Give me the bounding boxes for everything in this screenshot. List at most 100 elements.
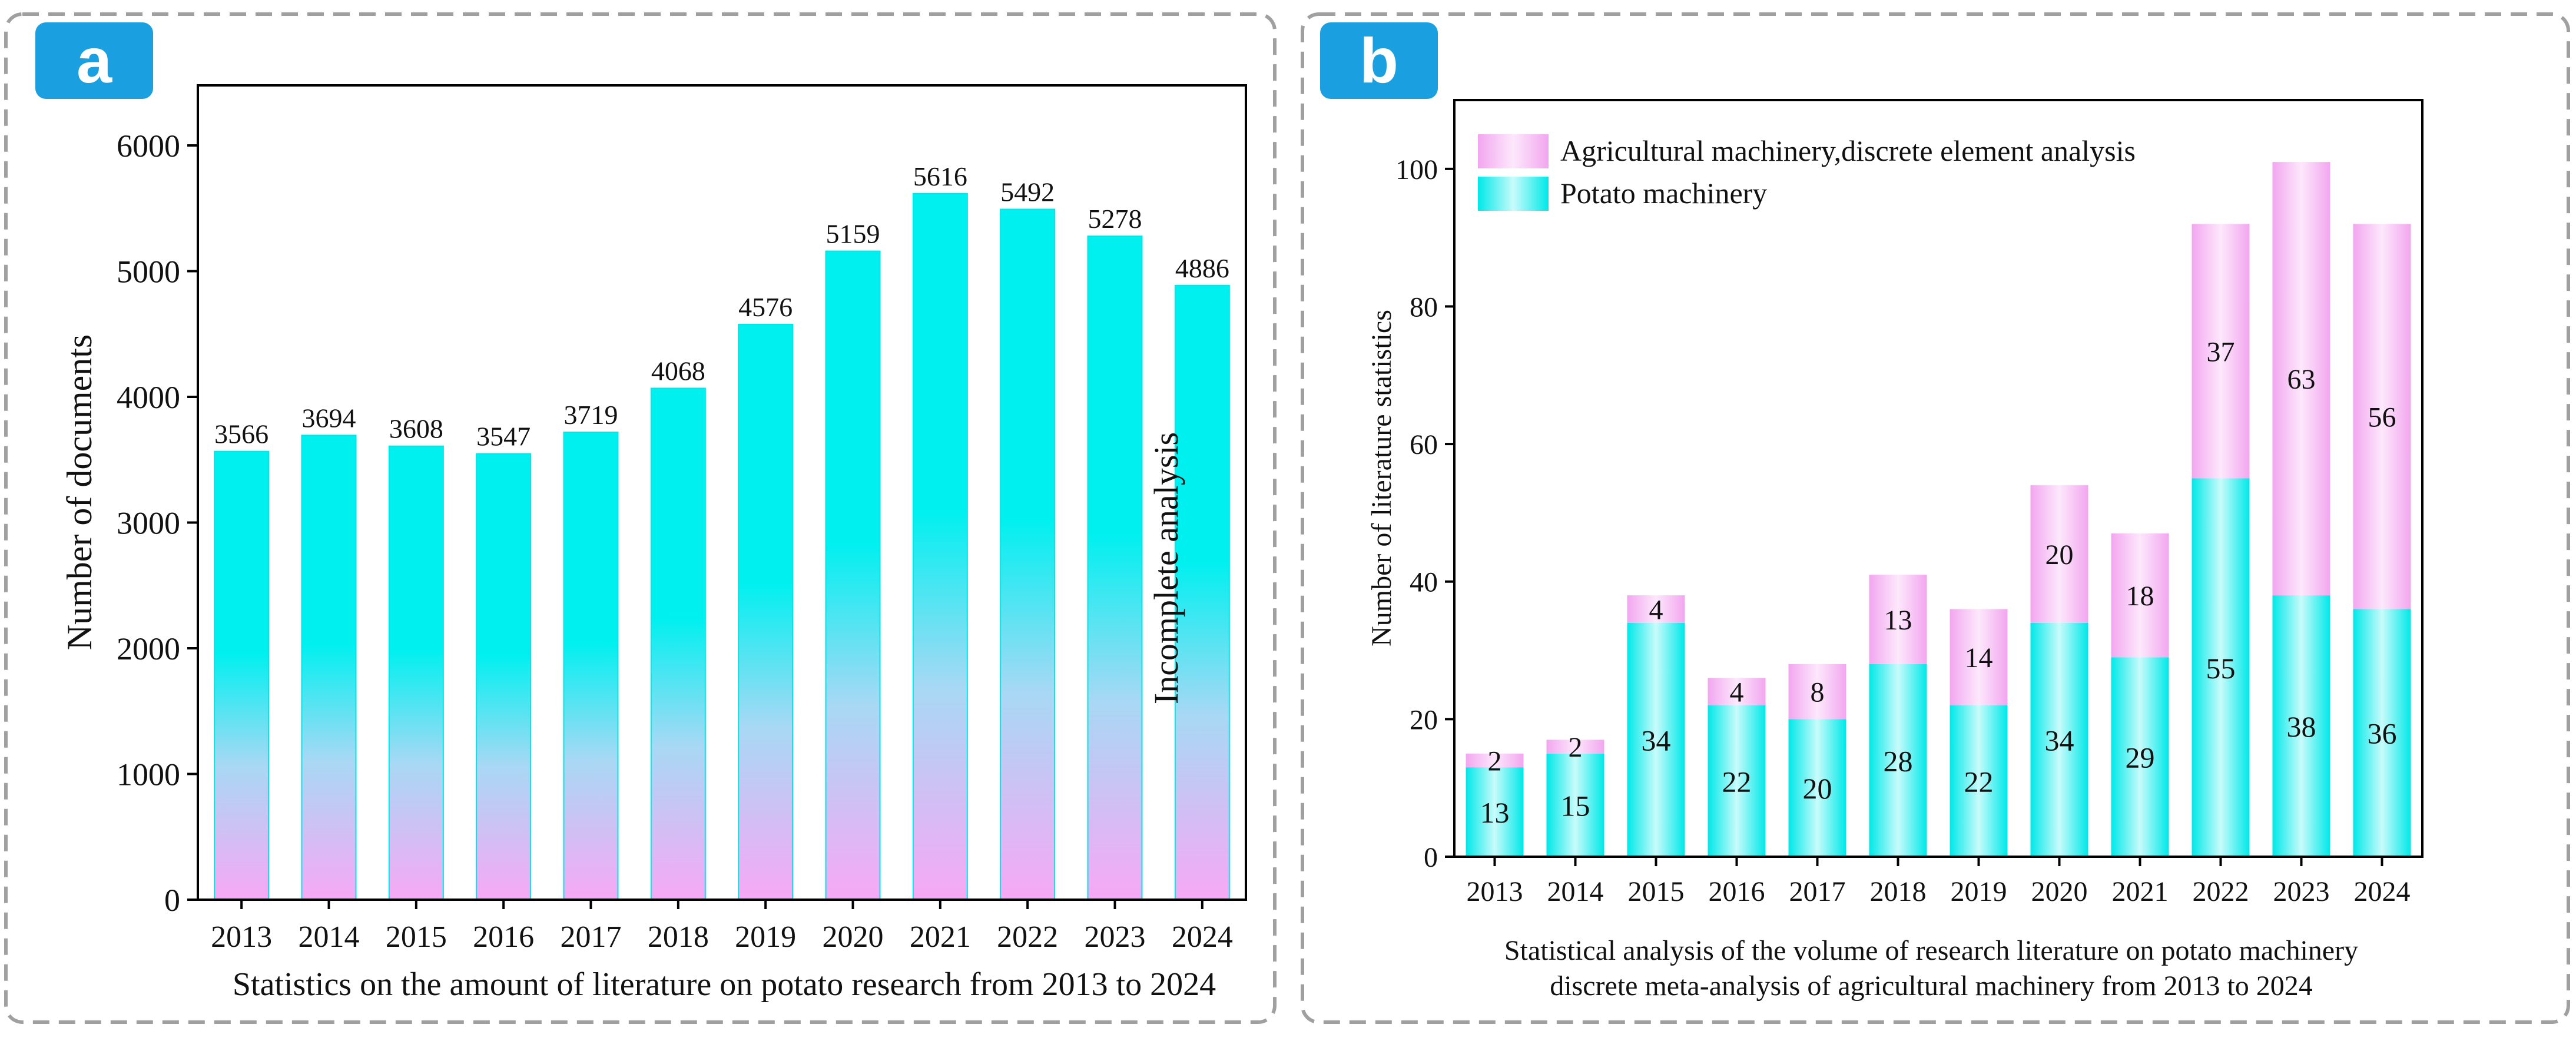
- chart-a-bar-2019: [738, 324, 794, 900]
- panel-a-frame: [4, 12, 1277, 1024]
- chart-b-bar-agri-2017: [1788, 664, 1846, 720]
- chart-a-ytick-label: 2000: [117, 631, 180, 667]
- chart-a-value-label: 5492: [1000, 177, 1055, 207]
- chart-a-frame: [197, 84, 1247, 901]
- chart-a-ylabel: Number of documents: [60, 334, 99, 651]
- chart-a-xtick-label: 2015: [386, 920, 447, 954]
- chart-b-potato-label: 36: [2368, 717, 2397, 750]
- panel-b-frame: [1301, 12, 2570, 1024]
- chart-b-bar-agri-2024: [2353, 224, 2411, 609]
- chart-b-bar-agri-2013: [1466, 753, 1524, 768]
- chart-a-bar-2021: [912, 193, 968, 900]
- chart-b-bar-agri-2020: [2030, 485, 2088, 623]
- legend-swatch-potato: [1478, 177, 1549, 211]
- chart-b-potato-label: 28: [1884, 744, 1913, 777]
- chart-b-bar-agri-2015: [1627, 595, 1685, 623]
- chart-a-annotation: Incomplete analysis: [1147, 432, 1185, 704]
- chart-b-bar-potato-2019: [1950, 705, 2008, 857]
- chart-b-potato-label: 20: [1803, 772, 1832, 805]
- chart-b-agri-label: 20: [2045, 539, 2074, 571]
- chart-a-ytick-label: 5000: [117, 254, 180, 290]
- chart-b-xtick-label: 2023: [2273, 876, 2330, 907]
- chart-a-xtick-label: 2019: [735, 920, 796, 954]
- chart-b-agri-label: 8: [1811, 677, 1825, 708]
- chart-a-value-label: 3547: [476, 422, 531, 452]
- chart-a-bar-2016: [476, 453, 532, 900]
- panel-a-badge: a: [35, 22, 153, 99]
- chart-b-bar-agri-2014: [1546, 740, 1604, 754]
- chart-a-bar-2022: [1000, 208, 1056, 900]
- chart-b-xtick-label: 2020: [2031, 876, 2088, 907]
- chart-a-xtick-label: 2020: [823, 920, 884, 954]
- chart-b-xtick-label: 2018: [1870, 876, 1927, 907]
- chart-b-potato-label: 34: [2045, 724, 2074, 757]
- chart-b-xtick-label: 2016: [1709, 876, 1765, 907]
- chart-b-ylabel: Number of literature statistics: [1366, 310, 1397, 647]
- chart-a-value-label: 3566: [214, 419, 268, 449]
- chart-a-ytick-label: 1000: [117, 757, 180, 793]
- chart-a-value-label: 5159: [826, 219, 880, 249]
- chart-b-frame: [1453, 99, 2424, 858]
- chart-a-xtick-label: 2017: [561, 920, 622, 954]
- chart-b-xtick-label: 2013: [1467, 876, 1523, 907]
- chart-a-xtick-label: 2022: [997, 920, 1058, 954]
- chart-b-xtick-label: 2019: [1951, 876, 2007, 907]
- chart-a-bar-2023: [1087, 236, 1143, 901]
- chart-a-value-label: 5616: [913, 161, 967, 191]
- chart-a-xtick-label: 2014: [299, 920, 360, 954]
- chart-a: 3566 3694 3608 3547 3719 4068 4576 5159 5616 5492…: [60, 84, 1247, 1003]
- chart-b-bar-agri-2016: [1708, 678, 1766, 705]
- chart-b-ytick-label: 80: [1410, 291, 1438, 323]
- chart-b-bar-potato-2016: [1708, 705, 1766, 857]
- chart-a-ytick-label: 0: [164, 883, 180, 918]
- legend-label-potato: Potato machinery: [1560, 177, 1767, 210]
- chart-b-ytick-label: 100: [1395, 154, 1438, 185]
- chart-b-agri-label: 63: [2287, 364, 2316, 395]
- chart-b-title-line1: Statistical analysis of the volume of re…: [1504, 935, 2358, 966]
- chart-b-bar-agri-2023: [2272, 162, 2330, 596]
- chart-a-title: Statistics on the amount of literature o…: [233, 966, 1216, 1003]
- chart-a-bar-2020: [825, 250, 881, 901]
- chart-b-title-line2: discrete meta-analysis of agricultural m…: [1550, 970, 2313, 1002]
- chart-b-xtick-label: 2022: [2193, 876, 2249, 907]
- chart-b-xtick-label: 2021: [2112, 876, 2169, 907]
- chart-b-xtick-label: 2017: [1789, 876, 1846, 907]
- chart-b-agri-label: 18: [2126, 581, 2154, 612]
- panel-a-letter: a: [77, 25, 112, 96]
- chart-a-bar-2013: [214, 450, 270, 900]
- chart-a-xtick-label: 2021: [910, 920, 971, 954]
- chart-a-bar-2017: [563, 431, 619, 900]
- chart-a-bar-2014: [301, 435, 357, 900]
- chart-a-bar-2018: [650, 387, 706, 900]
- chart-b-bar-agri-2019: [1950, 609, 2008, 705]
- chart-b-legend: Agricultural machinery,discrete element …: [1478, 134, 2136, 211]
- chart-b-potato-label: 29: [2126, 741, 2155, 774]
- chart-a-xtick-label: 2023: [1085, 920, 1146, 954]
- chart-b-ytick-label: 60: [1410, 429, 1438, 460]
- chart-b-bar-potato-2021: [2111, 657, 2169, 857]
- legend-swatch-agri: [1478, 134, 1549, 168]
- chart-b-ytick-label: 0: [1424, 842, 1438, 873]
- chart-b-potato-label: 34: [1642, 724, 1671, 757]
- chart-a-ytick-label: 4000: [117, 380, 180, 415]
- chart-b-ytick-label: 40: [1410, 567, 1438, 598]
- chart-b-bar-potato-2024: [2353, 609, 2411, 857]
- chart-a-value-label: 3719: [564, 400, 618, 430]
- chart-b-bar-potato-2020: [2030, 622, 2088, 857]
- legend-label-agri: Agricultural machinery,discrete element …: [1560, 134, 2136, 167]
- chart-b-agri-label: 4: [1730, 677, 1744, 708]
- chart-b-bar-potato-2014: [1546, 753, 1604, 857]
- chart-b-potato-label: 15: [1561, 789, 1590, 822]
- chart-b-ytick-label: 20: [1410, 704, 1438, 735]
- chart-b-bar-potato-2022: [2192, 478, 2250, 857]
- chart-a-bar-2015: [388, 445, 444, 900]
- chart-a-xtick-label: 2018: [648, 920, 709, 954]
- chart-b-bar-agri-2021: [2111, 533, 2169, 658]
- chart-b-xtick-label: 2024: [2354, 876, 2411, 907]
- chart-b-potato-label: 38: [2287, 710, 2316, 743]
- chart-b-bar-potato-2017: [1788, 719, 1846, 857]
- chart-a-value-label: 4886: [1175, 253, 1229, 283]
- chart-b-agri-label: 2: [1569, 732, 1583, 763]
- chart-a-xtick-label: 2013: [211, 920, 272, 954]
